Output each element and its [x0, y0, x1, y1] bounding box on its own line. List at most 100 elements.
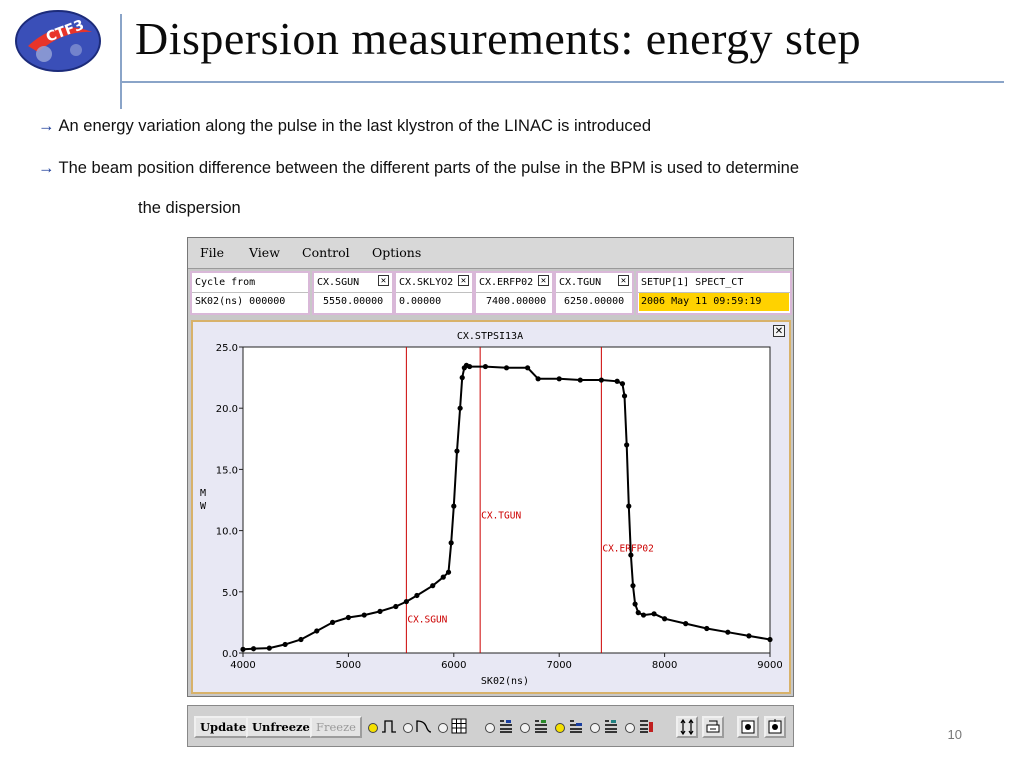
arrow-icon: →	[38, 117, 55, 135]
menu-view[interactable]: View	[249, 245, 280, 260]
bars-icon	[500, 720, 512, 733]
sklyo2-label: CX.SKLYO2	[399, 277, 454, 288]
marker-label: CX.SGUN	[407, 614, 447, 625]
cycle-value: SK02(ns) 000000	[195, 296, 286, 307]
setup-label: SETUP[1] SPECT_CT	[641, 277, 744, 288]
close-icon[interactable]: ✕	[458, 275, 469, 286]
data-point	[414, 592, 420, 599]
bullet-2-text: The beam position difference between the…	[58, 159, 800, 177]
data-point	[746, 633, 752, 639]
bullet-2: → The beam position difference between th…	[38, 159, 799, 178]
title-horizontal-rule	[120, 81, 1004, 83]
data-point	[445, 569, 452, 575]
data-point	[298, 636, 304, 643]
data-point	[619, 381, 626, 387]
y-axis-label-w: W	[200, 501, 207, 512]
unfreeze-button[interactable]: Unfreeze	[246, 716, 316, 738]
bars-red-icon	[640, 720, 653, 733]
data-point	[503, 365, 510, 371]
help-button[interactable]	[764, 716, 786, 738]
data-point	[457, 405, 463, 411]
bars-teal-icon	[605, 720, 617, 733]
data-point	[345, 614, 351, 621]
sgun-value[interactable]: 5550.00000	[323, 296, 384, 307]
slide-title: Dispersion measurements: energy step	[135, 13, 862, 64]
data-point	[535, 376, 541, 382]
grid-mode-radio[interactable]	[438, 723, 448, 733]
freeze-button[interactable]: Freeze	[310, 716, 362, 738]
bars-green-icon	[535, 720, 547, 733]
data-point	[403, 598, 409, 605]
data-point	[640, 612, 647, 618]
data-point	[482, 363, 489, 370]
sgun-field: CX.SGUN ✕ 5550.00000	[312, 271, 394, 315]
data-point	[662, 616, 668, 622]
menu-options[interactable]: Options	[372, 245, 422, 260]
erfp02-value[interactable]: 7400.00000	[486, 296, 547, 307]
data-point	[454, 448, 460, 454]
data-point	[626, 503, 632, 509]
option-4-radio[interactable]	[590, 723, 600, 733]
data-point	[361, 612, 367, 618]
sklyo2-field: CX.SKLYO2 ✕ 0.00000	[394, 271, 474, 315]
title-vertical-rule	[120, 14, 122, 109]
close-icon[interactable]: ✕	[773, 325, 785, 337]
series-power	[240, 362, 773, 652]
option-3-radio[interactable]	[555, 723, 565, 733]
option-1-radio[interactable]	[485, 723, 495, 733]
data-point	[621, 393, 628, 399]
chart-title: CX.STPSI13A	[457, 331, 523, 342]
curve-mode-radio[interactable]	[403, 723, 413, 733]
erfp02-label: CX.ERFP02	[479, 277, 534, 288]
option-5-radio[interactable]	[625, 723, 635, 733]
data-point	[314, 628, 320, 634]
data-point	[628, 552, 634, 558]
x-tick-label: 6000	[441, 660, 466, 671]
marker-label: CX.ERFP02	[602, 543, 653, 554]
data-point	[614, 378, 620, 384]
curve-shape-icon	[416, 720, 432, 733]
timestamp: 2006 May 11 09:59:19	[639, 293, 789, 311]
y-tick-label: 0.0	[222, 649, 238, 660]
data-point	[282, 641, 288, 648]
menu-bar: File View Control Options	[188, 238, 793, 269]
data-point	[725, 629, 731, 635]
menu-control[interactable]: Control	[302, 245, 350, 260]
y-axis-label-m: M	[200, 488, 206, 499]
bottom-toolbar: Update Unfreeze Freeze	[187, 705, 794, 747]
option-2-radio[interactable]	[520, 723, 530, 733]
data-point	[393, 603, 399, 610]
close-icon[interactable]: ✕	[618, 275, 629, 286]
ctf3-logo: CTF3	[15, 10, 101, 72]
print-button[interactable]	[702, 716, 724, 738]
bullet-2-continuation: the dispersion	[138, 199, 241, 217]
x-tick-label: 5000	[336, 660, 361, 671]
info-button[interactable]	[737, 716, 759, 738]
plot-area	[242, 346, 771, 654]
x-axis-label: SK02(ns)	[481, 676, 529, 687]
data-point	[448, 540, 454, 546]
sklyo2-value[interactable]: 0.00000	[399, 296, 442, 307]
update-button[interactable]: Update	[194, 716, 253, 738]
data-point	[767, 636, 773, 643]
data-point	[430, 583, 436, 589]
data-point	[556, 376, 562, 382]
y-tick-label: 20.0	[216, 404, 238, 415]
pulse-mode-radio[interactable]	[368, 723, 378, 733]
data-point	[577, 377, 583, 383]
data-point	[524, 365, 531, 371]
data-point	[377, 608, 383, 614]
data-point	[467, 363, 473, 370]
y-tick-label: 25.0	[216, 343, 238, 354]
y-tick-label: 15.0	[216, 465, 238, 476]
y-tick-label: 5.0	[222, 588, 238, 599]
vertical-scale-button[interactable]	[676, 716, 698, 738]
bullet-1: → An energy variation along the pulse in …	[38, 117, 651, 136]
page-number: 10	[947, 727, 962, 742]
close-icon[interactable]: ✕	[538, 275, 549, 286]
menu-file[interactable]: File	[200, 245, 225, 260]
bullet-1-text: An energy variation along the pulse in t…	[58, 117, 652, 135]
sgun-label: CX.SGUN	[317, 277, 360, 288]
close-icon[interactable]: ✕	[378, 275, 389, 286]
tgun-value[interactable]: 6250.00000	[564, 296, 625, 307]
